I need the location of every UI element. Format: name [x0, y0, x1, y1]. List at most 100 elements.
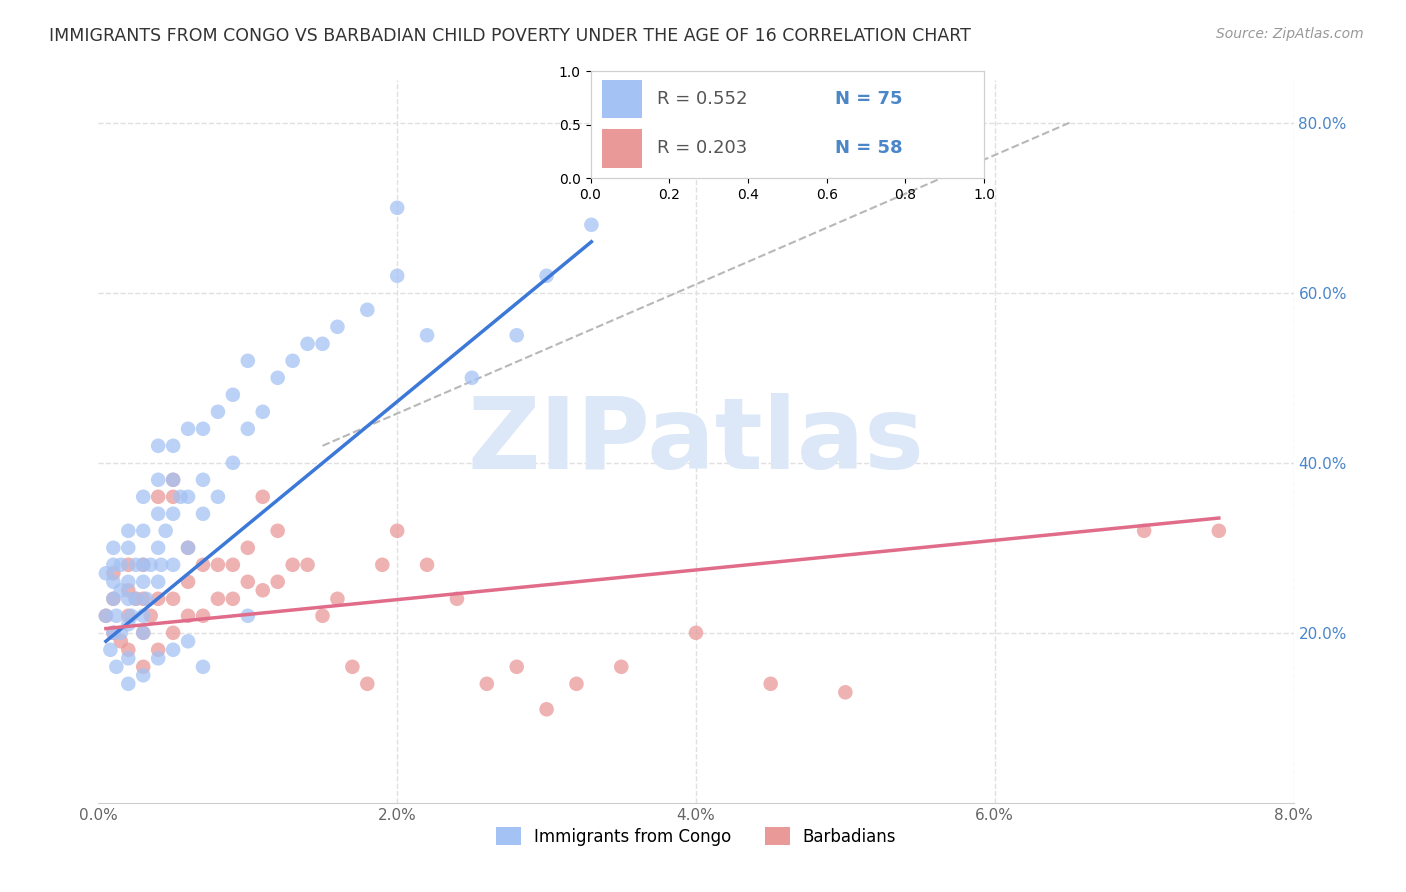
Point: [236, 353, 259, 368]
Point: [207, 591, 229, 606]
Point: [132, 524, 155, 538]
Point: [103, 566, 125, 581]
Point: [416, 558, 439, 572]
Point: [117, 574, 139, 589]
Point: [207, 405, 229, 419]
Point: [191, 558, 214, 572]
Point: [311, 336, 333, 351]
Point: [110, 583, 132, 598]
Point: [94, 608, 117, 623]
Point: [371, 558, 394, 572]
Text: Source: ZipAtlas.com: Source: ZipAtlas.com: [1216, 27, 1364, 41]
Point: [685, 625, 707, 640]
Point: [536, 268, 558, 283]
Point: [267, 524, 290, 538]
Point: [103, 591, 125, 606]
Point: [252, 490, 274, 504]
Point: [117, 608, 139, 623]
Legend: Immigrants from Congo, Barbadians: Immigrants from Congo, Barbadians: [489, 821, 903, 852]
Point: [103, 625, 125, 640]
Point: [222, 558, 245, 572]
Point: [236, 608, 259, 623]
Point: [117, 617, 139, 632]
Point: [162, 625, 184, 640]
Point: [132, 625, 155, 640]
Point: [148, 473, 170, 487]
Point: [125, 591, 148, 606]
Point: [132, 608, 155, 623]
Point: [125, 558, 148, 572]
Point: [267, 371, 290, 385]
Point: [162, 591, 184, 606]
Point: [385, 524, 409, 538]
Point: [162, 490, 184, 504]
Point: [207, 558, 229, 572]
Point: [117, 591, 139, 606]
Point: [148, 591, 170, 606]
Point: [222, 456, 245, 470]
Point: [148, 574, 170, 589]
Point: [132, 490, 155, 504]
Point: [177, 634, 200, 648]
Point: [177, 541, 200, 555]
Point: [506, 660, 529, 674]
Point: [281, 558, 304, 572]
Point: [148, 439, 170, 453]
Point: [148, 541, 170, 555]
Point: [94, 608, 117, 623]
Point: [162, 558, 184, 572]
Point: [222, 591, 245, 606]
Point: [236, 541, 259, 555]
Point: [191, 422, 214, 436]
Point: [132, 668, 155, 682]
Point: [110, 634, 132, 648]
Point: [117, 558, 139, 572]
Point: [132, 591, 155, 606]
Point: [385, 201, 409, 215]
Point: [191, 507, 214, 521]
Point: [834, 685, 856, 699]
Point: [177, 422, 200, 436]
Point: [135, 591, 157, 606]
Point: [342, 660, 364, 674]
Point: [117, 583, 139, 598]
Point: [326, 319, 349, 334]
Point: [311, 608, 333, 623]
Text: ZIPatlas: ZIPatlas: [468, 393, 924, 490]
Point: [117, 524, 139, 538]
Point: [581, 218, 603, 232]
Point: [461, 371, 484, 385]
Point: [191, 608, 214, 623]
Point: [103, 591, 125, 606]
Text: R = 0.203: R = 0.203: [658, 139, 748, 157]
Point: [150, 558, 173, 572]
Point: [117, 642, 139, 657]
Point: [98, 642, 122, 657]
Point: [356, 677, 378, 691]
Point: [1133, 524, 1156, 538]
Point: [110, 558, 132, 572]
Point: [103, 574, 125, 589]
Point: [105, 608, 128, 623]
Point: [236, 422, 259, 436]
Point: [222, 388, 245, 402]
Point: [139, 608, 162, 623]
Point: [132, 558, 155, 572]
Point: [416, 328, 439, 343]
Point: [475, 677, 498, 691]
Point: [565, 677, 588, 691]
Point: [356, 302, 378, 317]
Point: [326, 591, 349, 606]
Point: [297, 558, 319, 572]
Point: [1208, 524, 1230, 538]
Point: [148, 642, 170, 657]
Point: [267, 574, 290, 589]
Bar: [602, 80, 641, 119]
Point: [120, 608, 142, 623]
Point: [162, 473, 184, 487]
Point: [139, 558, 162, 572]
Point: [252, 583, 274, 598]
Point: [117, 677, 139, 691]
Point: [177, 574, 200, 589]
Point: [191, 660, 214, 674]
